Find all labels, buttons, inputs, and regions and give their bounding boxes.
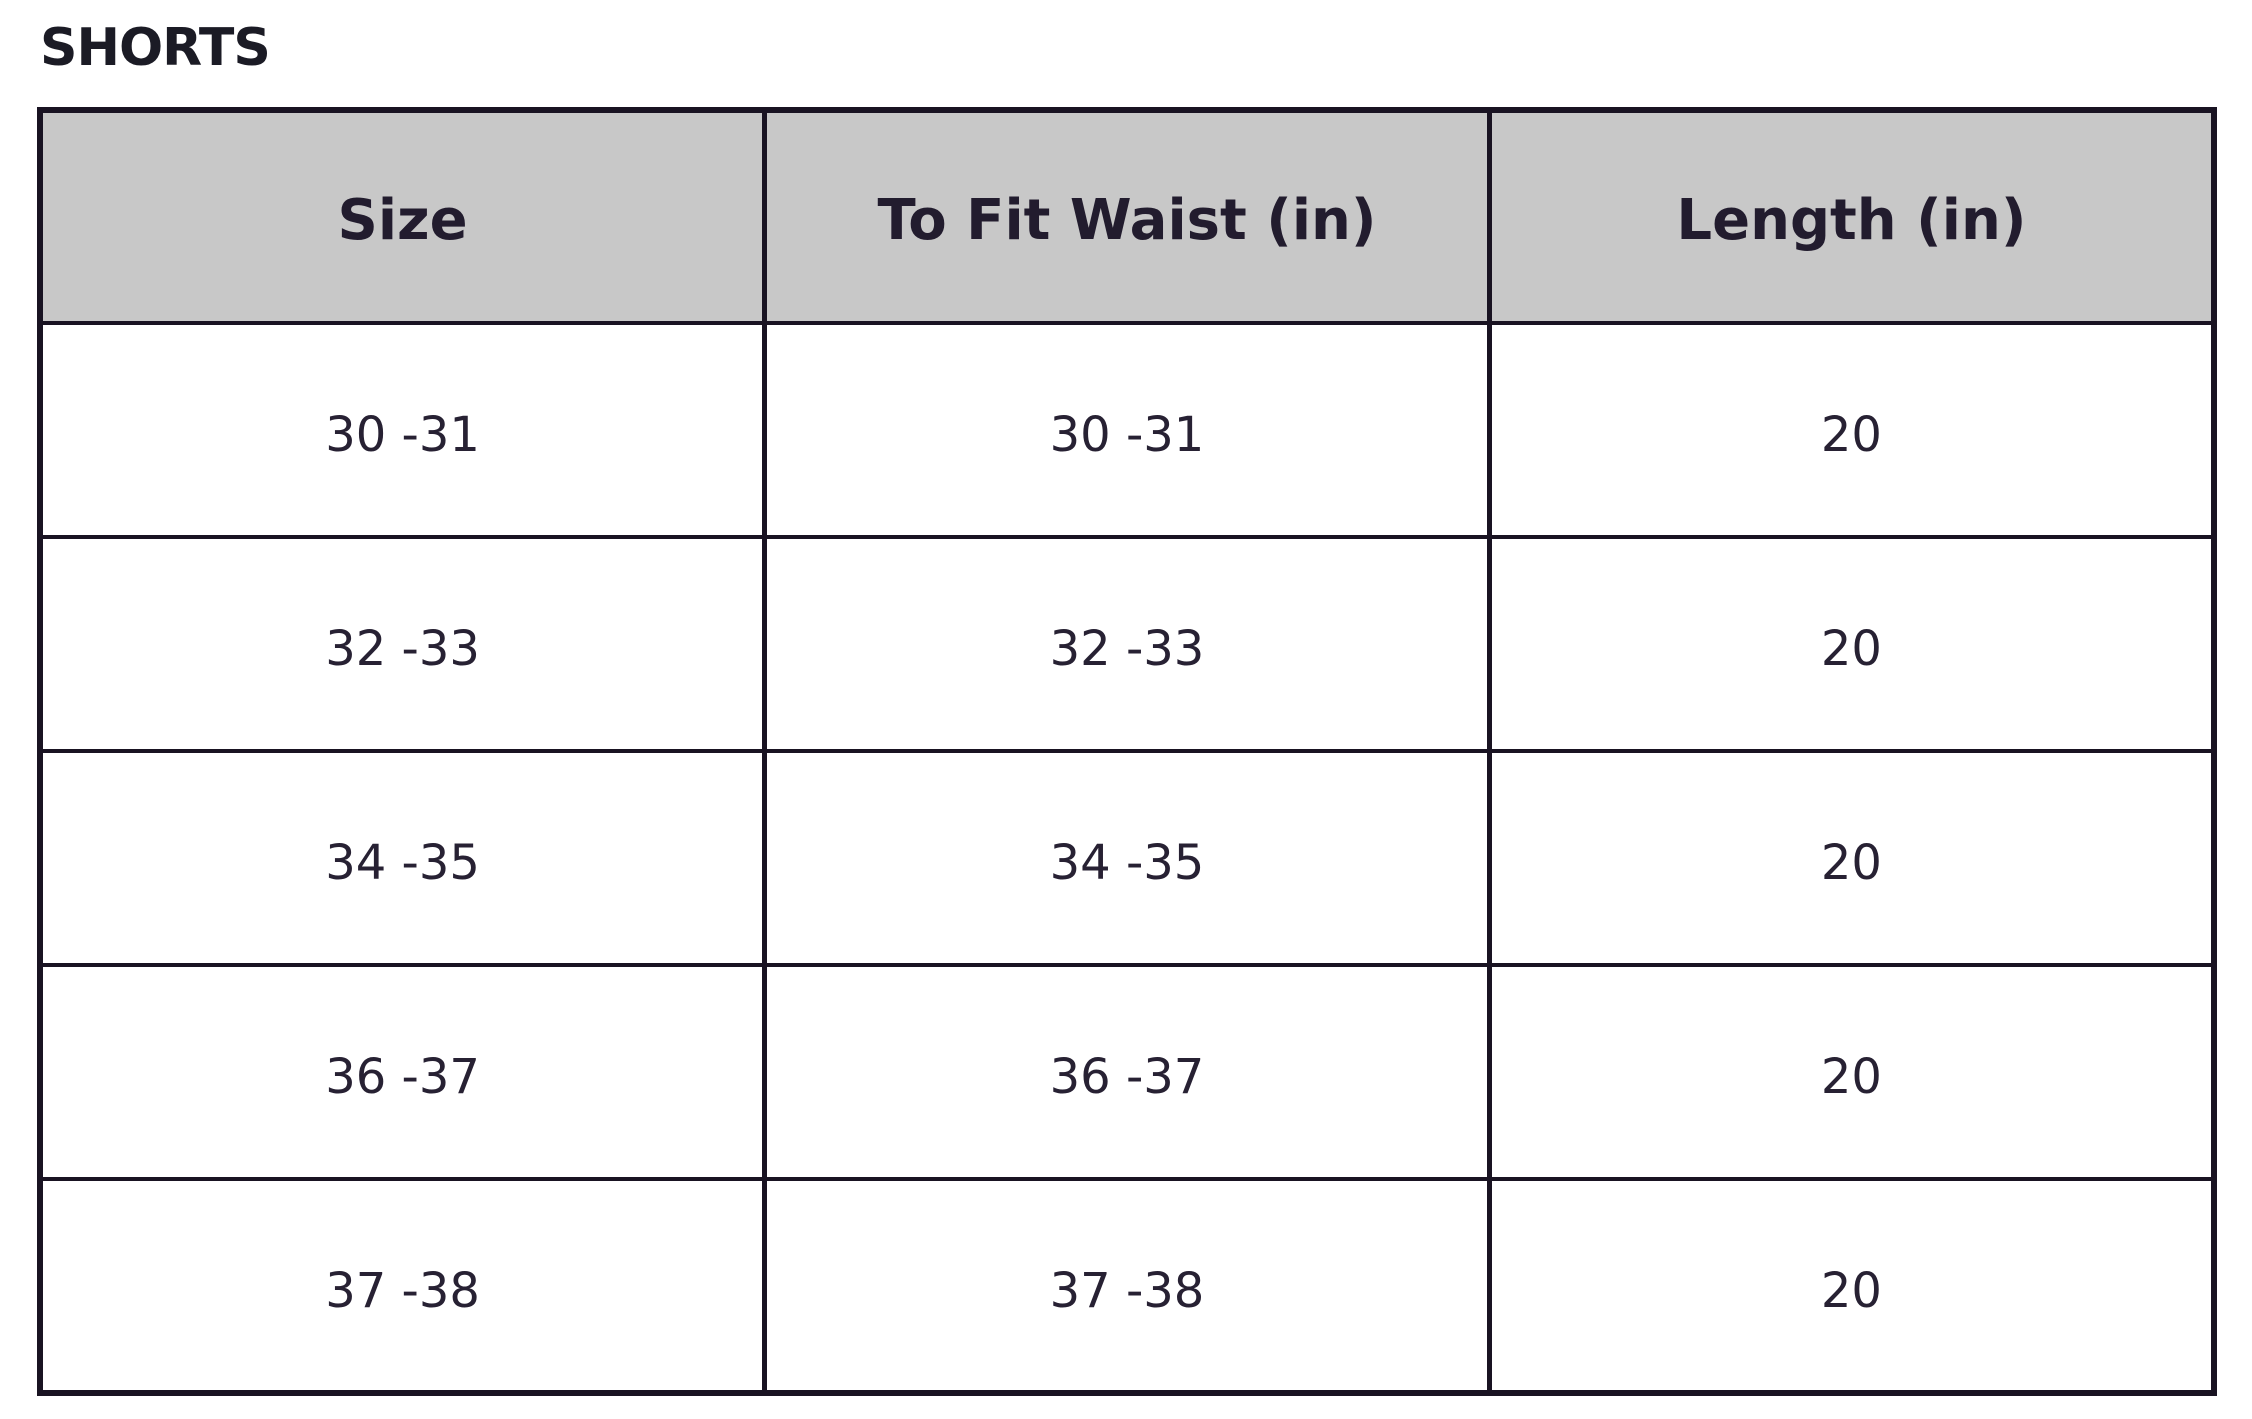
header-row: Size To Fit Waist (in) Length (in) <box>37 108 2217 325</box>
header-cell-size: Size <box>37 108 768 325</box>
size-cell: 34 -35 <box>37 749 768 967</box>
table-row: 36 -37 36 -37 20 <box>37 963 2217 1181</box>
table-row: 32 -33 32 -33 20 <box>37 535 2217 753</box>
waist-cell: 36 -37 <box>762 963 1492 1181</box>
size-cell: 32 -33 <box>37 535 768 753</box>
waist-cell: 30 -31 <box>762 321 1492 539</box>
size-chart-table: Size To Fit Waist (in) Length (in) 30 -3… <box>37 107 2217 1396</box>
size-cell: 36 -37 <box>37 963 768 1181</box>
page-title: SHORTS <box>40 18 271 78</box>
waist-cell: 37 -38 <box>762 1177 1492 1395</box>
table-header: Size To Fit Waist (in) Length (in) <box>37 108 2217 325</box>
waist-cell: 34 -35 <box>762 749 1492 967</box>
length-cell: 20 <box>1486 749 2217 967</box>
table-body: 30 -31 30 -31 20 32 -33 32 -33 20 34 -35… <box>37 321 2217 1395</box>
header-cell-length: Length (in) <box>1486 108 2217 325</box>
table-row: 30 -31 30 -31 20 <box>37 321 2217 539</box>
table-row: 34 -35 34 -35 20 <box>37 749 2217 967</box>
length-cell: 20 <box>1486 1177 2217 1395</box>
length-cell: 20 <box>1486 321 2217 539</box>
table-row: 37 -38 37 -38 20 <box>37 1177 2217 1395</box>
size-cell: 30 -31 <box>37 321 768 539</box>
length-cell: 20 <box>1486 963 2217 1181</box>
waist-cell: 32 -33 <box>762 535 1492 753</box>
size-cell: 37 -38 <box>37 1177 768 1395</box>
header-cell-waist: To Fit Waist (in) <box>762 108 1492 325</box>
length-cell: 20 <box>1486 535 2217 753</box>
